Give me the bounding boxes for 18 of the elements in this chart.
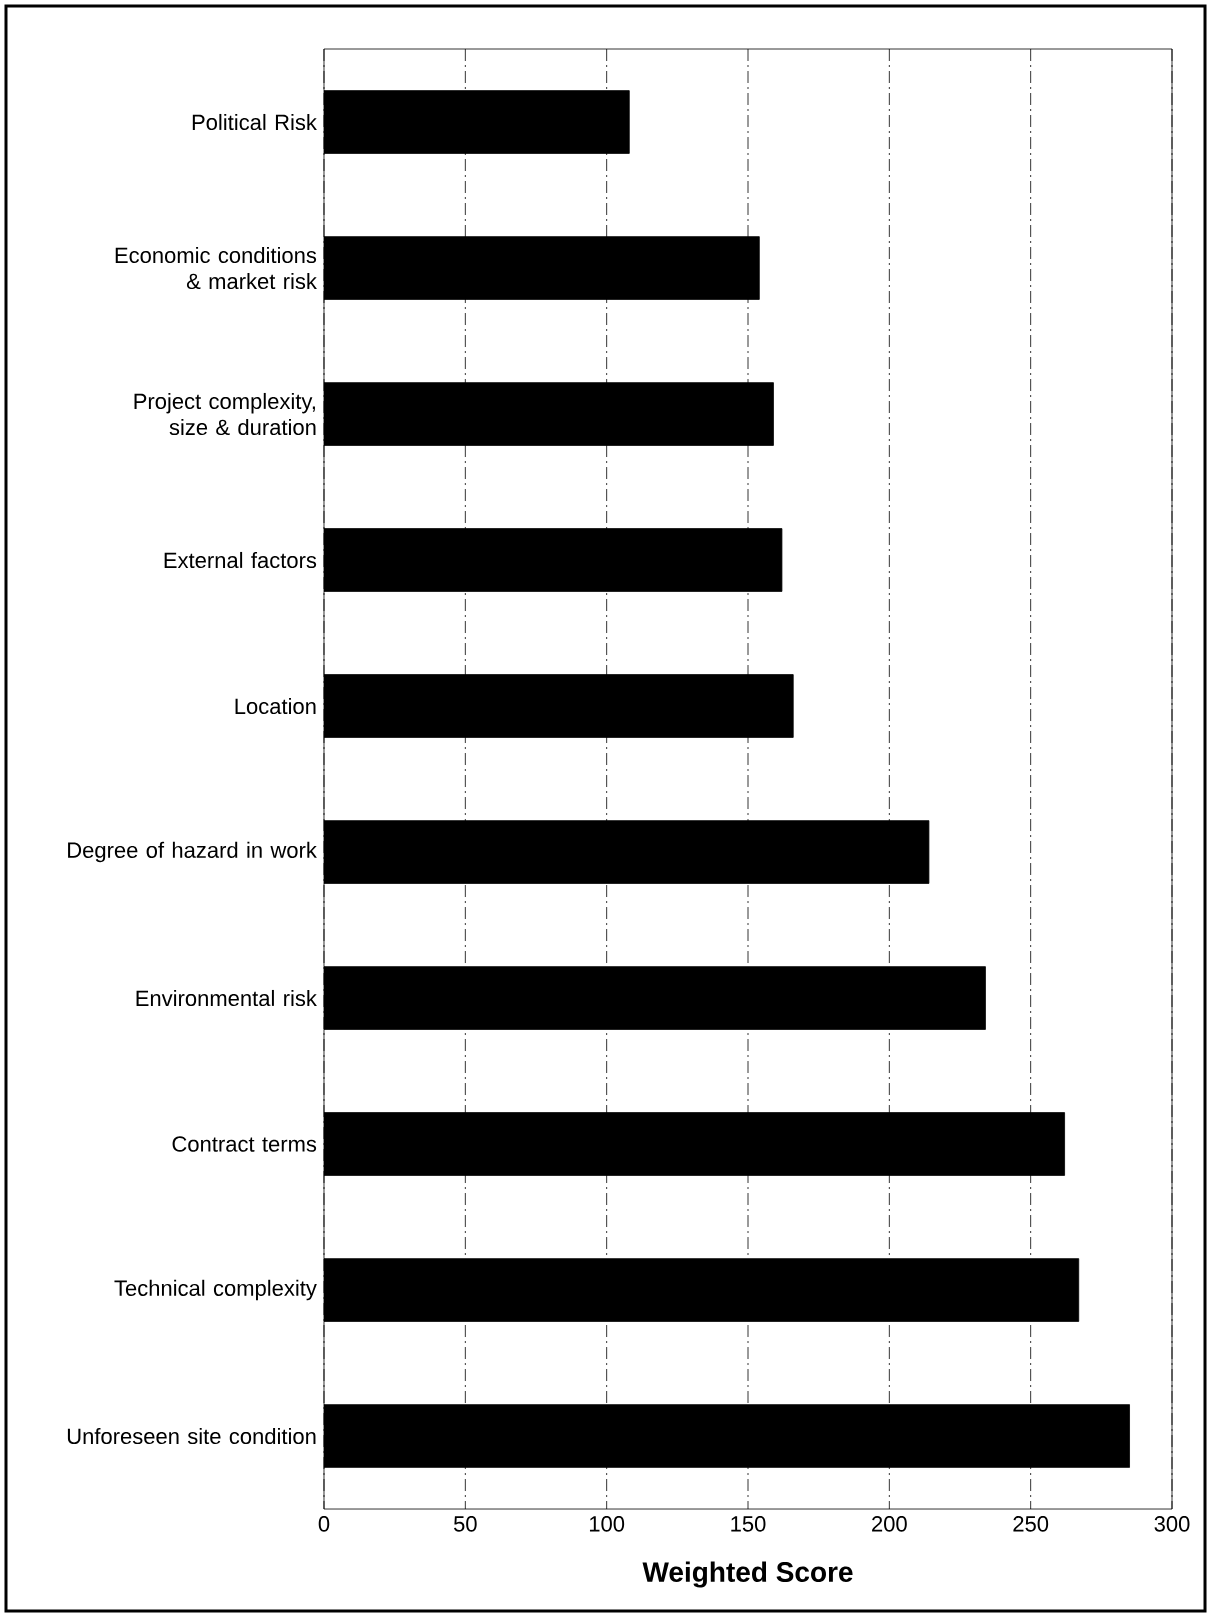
y-tick-label: Unforeseen site condition — [67, 1427, 316, 1445]
y-tick-label: Degree of hazard in work — [68, 841, 317, 863]
x-tick-label: 100 — [589, 1516, 625, 1532]
x-tick-label: 150 — [731, 1516, 766, 1532]
x-tick-label: 300 — [1154, 1516, 1190, 1532]
x-tick-label: 250 — [1013, 1516, 1049, 1532]
y-tick-label: Environmental risk — [136, 989, 317, 1007]
x-tick-label: 0 — [318, 1516, 330, 1532]
x-axis-title: Weighted Score — [642, 1561, 853, 1588]
x-tick-label: 200 — [872, 1516, 907, 1532]
y-tick-label: Economic conditions & market risk — [115, 246, 317, 290]
y-tick-label: Project complexity, size & duration — [134, 392, 316, 436]
y-tick-label: Political Risk — [192, 113, 317, 131]
y-tick-label: Location — [235, 697, 316, 715]
x-tick-label: 50 — [453, 1516, 477, 1532]
y-tick-label: External factors — [164, 551, 317, 569]
y-tick-label: Technical complexity — [114, 1279, 317, 1301]
y-tick-label: Contract terms — [172, 1136, 317, 1152]
